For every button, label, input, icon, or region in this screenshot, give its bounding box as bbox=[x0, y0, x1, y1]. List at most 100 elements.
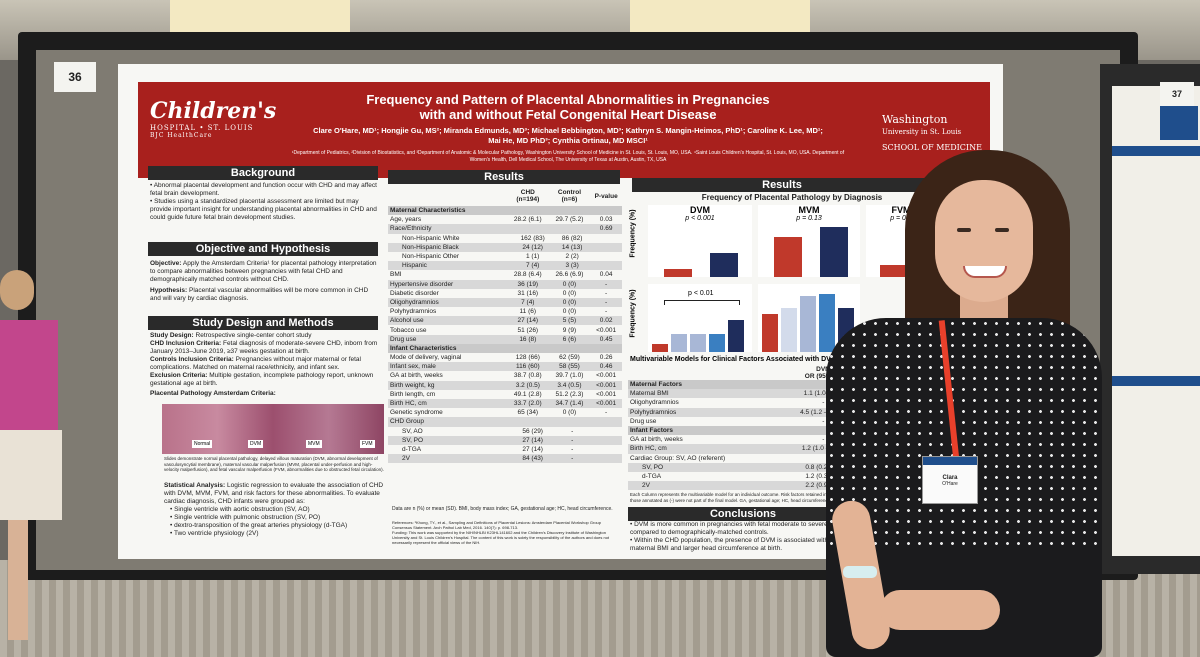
table-cell: Age, years bbox=[390, 216, 422, 224]
table-cell: 58 (55) bbox=[559, 363, 580, 371]
table-row: Maternal BMI 1.1 (1.0–1.1)* bbox=[628, 389, 868, 399]
table-row: Polyhydramnios 4.5 (1.2 – 17.1)* bbox=[628, 407, 868, 417]
table-row: Oligohydramnios 7 (4) 0 (0) - bbox=[388, 297, 622, 308]
dvm-panel: DVM p < 0.001 bbox=[648, 205, 752, 277]
bar-sv-po bbox=[690, 334, 706, 352]
table-cell: <0.001 bbox=[596, 390, 617, 398]
presenter-face bbox=[935, 180, 1033, 302]
table-cell: 3 (3) bbox=[565, 262, 579, 270]
table-row: Tobacco use 51 (26) 9 (9) <0.001 bbox=[388, 325, 622, 334]
table-cell: Maternal Factors bbox=[630, 381, 683, 389]
table-cell: Polyhydramnios bbox=[390, 308, 437, 316]
table-cell: <0.001 bbox=[596, 400, 617, 408]
bar-sv-ao bbox=[781, 308, 797, 352]
table-cell: Infant Characteristics bbox=[390, 344, 457, 352]
table-cell: 56 (29) bbox=[522, 427, 543, 435]
table-cell: 28.2 (6.1) bbox=[513, 216, 542, 224]
neighbor-poster bbox=[1112, 86, 1200, 556]
table-cell: 3.2 (0.5) bbox=[515, 381, 540, 389]
table-cell: Maternal Characteristics bbox=[390, 207, 466, 215]
table-row: Birth length, cm 49.1 (2.8) 51.2 (2.3) <0.0… bbox=[388, 390, 622, 399]
name-badge: Clara O'Hare bbox=[922, 456, 978, 504]
table-footnote: Data are n (%) or mean (SD). BMI, body m… bbox=[392, 506, 613, 512]
image-label: DVM bbox=[248, 440, 264, 448]
ceiling-light bbox=[170, 0, 350, 38]
table-cell: 14 (13) bbox=[561, 243, 583, 251]
table-cell: Genetic syndrome bbox=[390, 409, 443, 417]
table-cell: 0.46 bbox=[599, 363, 613, 371]
neighbor-number-tag: 37 bbox=[1160, 82, 1194, 106]
table-cell: 4.5 (1.2 – 17.1)* bbox=[800, 408, 847, 416]
bar-control bbox=[774, 237, 802, 277]
image-label: Normal bbox=[192, 440, 213, 448]
table-cell: 0 (0) bbox=[562, 280, 577, 288]
table-cell: SV, PO bbox=[642, 463, 664, 471]
table-row: CHD Group bbox=[388, 417, 622, 427]
results-heading: Results bbox=[388, 170, 620, 184]
table-cell: - bbox=[571, 427, 574, 435]
table-cell: Infant sex, male bbox=[390, 363, 436, 371]
table-row: Maternal Factors bbox=[628, 380, 868, 390]
poster-affiliations: ¹Department of Pediatrics, ²Division of … bbox=[291, 150, 845, 163]
table-cell: - bbox=[571, 455, 574, 463]
table-cell: 29.7 (5.2) bbox=[555, 216, 584, 224]
table-cell: 128 (66) bbox=[515, 354, 540, 362]
table-cell: 2 (2) bbox=[565, 253, 579, 261]
table-cell: 1.2 (1.0 – 1.5)* bbox=[801, 445, 845, 453]
table-cell: 33.7 (2.0) bbox=[513, 400, 542, 408]
table-cell: Mode of delivery, vaginal bbox=[390, 354, 462, 362]
table-cell: 0.02 bbox=[599, 317, 613, 325]
table-row: Race/Ethnicity 0.69 bbox=[388, 224, 622, 234]
table-row: Non-Hispanic Other 1 (1) 2 (2) bbox=[388, 252, 622, 261]
poster-header: Children's HOSPITAL • ST. LOUIS BJC Heal… bbox=[138, 82, 990, 178]
table-cell: 62 (59) bbox=[559, 354, 580, 362]
conclusions-text: • DVM is more common in pregnancies with… bbox=[630, 521, 848, 552]
table-header-row: CHD (n=194) Control (n=6) P-value bbox=[516, 189, 618, 203]
table-cell: 0 (0) bbox=[562, 308, 577, 316]
table-cell: 9 (9) bbox=[562, 326, 577, 334]
table-cell: Non-Hispanic Black bbox=[402, 243, 459, 251]
table-cell: 16 (8) bbox=[519, 335, 537, 343]
table-cell: <0.001 bbox=[596, 326, 617, 334]
table-cell: SV, PO bbox=[402, 436, 424, 444]
bar-control bbox=[664, 269, 692, 277]
image-label: MVM bbox=[306, 440, 322, 448]
table-cell: BMI bbox=[390, 271, 402, 279]
table-cell: 51 (26) bbox=[517, 326, 539, 334]
table-cell: SV, AO bbox=[402, 427, 423, 435]
table-cell: <0.001 bbox=[596, 381, 617, 389]
table-cell: - bbox=[571, 445, 574, 453]
mvm-panel: MVM p = 0.13 bbox=[758, 205, 860, 277]
table-cell: 65 (34) bbox=[517, 409, 539, 417]
table-cell: Birth length, cm bbox=[390, 390, 436, 398]
table-cell: Non-Hispanic Other bbox=[402, 253, 460, 261]
multivariable-table: DVM OR (95% CI) Maternal Factors Maternal … bbox=[628, 366, 868, 491]
table-cell: 27 (14) bbox=[522, 436, 543, 444]
poster-title: Frequency and Pattern of Placental Abnor… bbox=[366, 92, 770, 122]
childrens-hospital-logo: Children's HOSPITAL • ST. LOUIS BJC Heal… bbox=[150, 98, 277, 139]
table-cell: 3.4 (0.5) bbox=[557, 381, 582, 389]
table-cell: Non-Hispanic White bbox=[402, 234, 460, 242]
table-row: SV, AO 56 (29) - bbox=[388, 427, 622, 436]
bar-chd bbox=[820, 227, 848, 277]
table-cell: Diabetic disorder bbox=[390, 289, 439, 297]
table-row: Non-Hispanic Black 24 (12) 14 (13) bbox=[388, 242, 622, 252]
ceiling-light bbox=[630, 0, 810, 38]
table-row: Genetic syndrome 65 (34) 0 (0) - bbox=[388, 408, 622, 417]
table-cell: - bbox=[822, 417, 825, 425]
table-cell: - bbox=[605, 298, 608, 306]
table-cell: 86 (82) bbox=[561, 234, 583, 242]
bar-chd bbox=[710, 253, 738, 277]
table-cell: 49.1 (2.8) bbox=[513, 390, 542, 398]
table-cell: - bbox=[571, 436, 574, 444]
table-cell: 39.7 (1.0) bbox=[555, 372, 584, 380]
table-cell: Drug use bbox=[630, 417, 657, 425]
table-row: BMI 28.8 (6.4) 26.6 (6.9) 0.04 bbox=[388, 270, 622, 279]
table-cell: 2.2 (0.9 – 6.1) bbox=[805, 482, 845, 490]
bar-dtga bbox=[819, 294, 835, 352]
table-cell: 84 (43) bbox=[522, 455, 543, 463]
table-cell: 0.26 bbox=[599, 354, 613, 362]
table-cell: 1.2 (0.3 – 4.8) bbox=[805, 472, 845, 480]
bar-sv-po bbox=[800, 296, 816, 352]
table-row: d-TGA 27 (14) - bbox=[388, 445, 622, 454]
